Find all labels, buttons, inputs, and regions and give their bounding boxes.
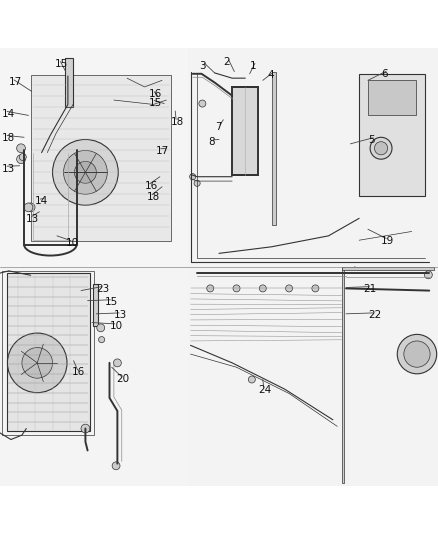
Text: 3: 3 xyxy=(199,61,206,71)
Text: 15: 15 xyxy=(55,59,68,69)
Ellipse shape xyxy=(99,336,105,343)
Bar xyxy=(359,74,425,197)
Text: 18: 18 xyxy=(2,133,15,143)
Text: 18: 18 xyxy=(147,192,160,202)
Ellipse shape xyxy=(97,324,105,332)
Bar xyxy=(93,284,98,326)
Text: 7: 7 xyxy=(215,122,221,132)
Bar xyxy=(0,47,188,266)
Bar xyxy=(272,71,276,225)
Bar xyxy=(65,59,73,107)
Ellipse shape xyxy=(22,348,53,378)
Ellipse shape xyxy=(397,334,437,374)
Text: 13: 13 xyxy=(26,214,39,224)
Ellipse shape xyxy=(24,203,33,212)
Ellipse shape xyxy=(312,285,319,292)
Text: 17: 17 xyxy=(155,146,169,156)
Bar xyxy=(342,266,434,270)
Bar xyxy=(188,47,438,266)
Ellipse shape xyxy=(286,285,293,292)
Text: 4: 4 xyxy=(267,70,274,80)
Ellipse shape xyxy=(424,271,432,279)
Bar xyxy=(0,266,188,486)
Ellipse shape xyxy=(233,285,240,292)
Ellipse shape xyxy=(113,359,121,367)
Text: 15: 15 xyxy=(105,297,118,307)
Ellipse shape xyxy=(248,376,255,383)
Ellipse shape xyxy=(194,180,200,187)
Text: 16: 16 xyxy=(72,367,85,377)
Text: 14: 14 xyxy=(2,109,15,119)
Text: 14: 14 xyxy=(35,197,48,206)
Text: 1: 1 xyxy=(250,61,256,71)
Bar xyxy=(188,266,438,486)
Bar xyxy=(7,273,90,431)
Ellipse shape xyxy=(17,155,25,164)
Text: 5: 5 xyxy=(368,135,374,145)
Text: 2: 2 xyxy=(223,57,230,67)
Text: 24: 24 xyxy=(258,385,272,395)
Text: 13: 13 xyxy=(2,164,15,174)
Text: 19: 19 xyxy=(381,236,394,246)
Bar xyxy=(368,80,416,115)
Text: 10: 10 xyxy=(110,321,123,331)
Text: 22: 22 xyxy=(368,310,381,320)
Bar xyxy=(31,75,171,241)
Text: 18: 18 xyxy=(171,117,184,127)
Text: 13: 13 xyxy=(114,310,127,320)
Ellipse shape xyxy=(199,100,206,107)
Ellipse shape xyxy=(26,203,35,212)
Ellipse shape xyxy=(207,285,214,292)
Text: 6: 6 xyxy=(381,69,388,78)
Ellipse shape xyxy=(370,138,392,159)
Bar xyxy=(342,266,344,483)
Ellipse shape xyxy=(190,174,196,180)
Text: 16: 16 xyxy=(145,181,158,191)
Ellipse shape xyxy=(19,154,26,160)
Text: 20: 20 xyxy=(116,374,129,384)
Bar xyxy=(232,87,258,174)
Text: 15: 15 xyxy=(149,98,162,108)
Ellipse shape xyxy=(81,424,90,433)
Ellipse shape xyxy=(53,140,118,205)
Text: 8: 8 xyxy=(208,138,215,147)
Text: 16: 16 xyxy=(149,89,162,99)
Bar xyxy=(2,271,94,435)
Ellipse shape xyxy=(7,333,67,393)
Ellipse shape xyxy=(17,144,25,152)
Ellipse shape xyxy=(374,142,388,155)
Ellipse shape xyxy=(74,161,96,183)
Ellipse shape xyxy=(64,150,107,194)
Ellipse shape xyxy=(259,285,266,292)
Text: 17: 17 xyxy=(9,77,22,87)
Text: 10: 10 xyxy=(66,238,79,248)
Ellipse shape xyxy=(404,341,430,367)
Text: 21: 21 xyxy=(364,284,377,294)
Ellipse shape xyxy=(112,462,120,470)
Text: 23: 23 xyxy=(96,284,110,294)
